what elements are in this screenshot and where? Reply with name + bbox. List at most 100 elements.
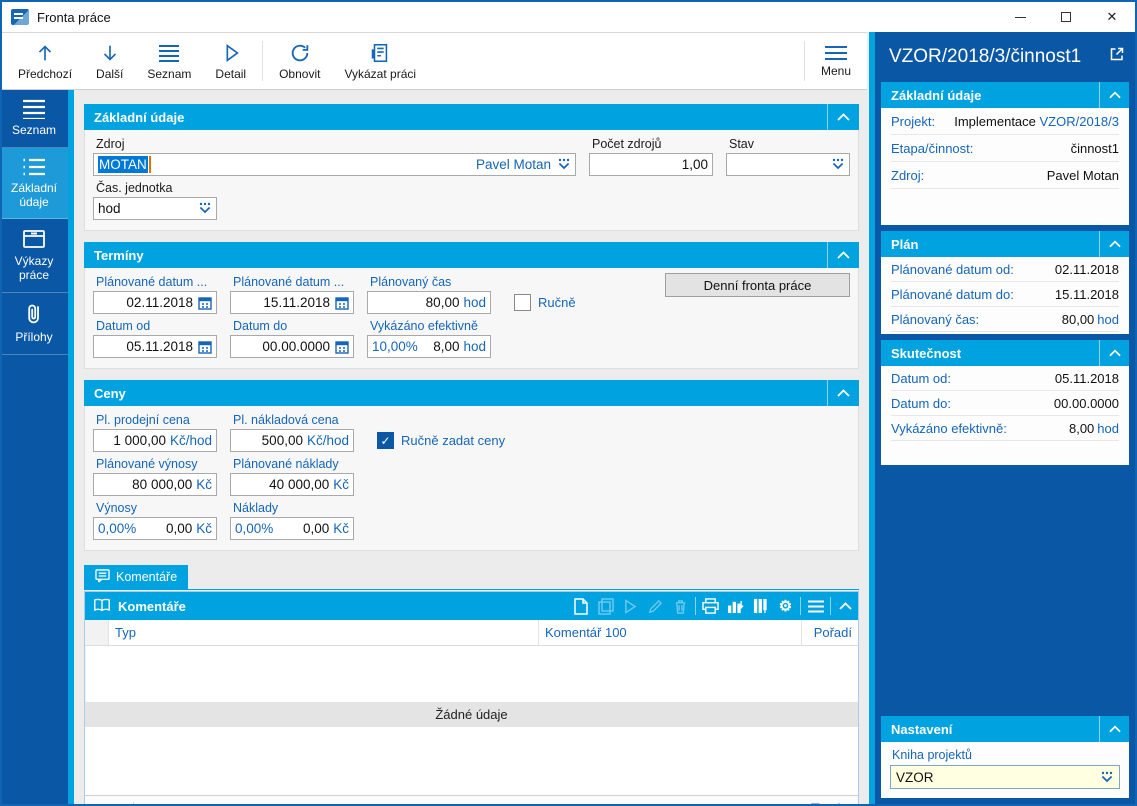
menu-button[interactable]: Menu	[809, 33, 863, 89]
collapse-chevron-icon[interactable]	[827, 242, 859, 268]
section-title: Termíny	[94, 247, 144, 263]
zdroj-label: Zdroj	[96, 137, 125, 151]
open-external-icon[interactable]	[1109, 46, 1125, 68]
plan-datum-do-label: Plánované datum ...	[233, 275, 345, 289]
collapse-chevron-icon[interactable]	[827, 380, 859, 406]
open-record-icon[interactable]	[618, 592, 643, 620]
list-icon	[157, 42, 181, 64]
maximize-button[interactable]	[1043, 2, 1089, 32]
edit-record-icon[interactable]	[643, 592, 668, 620]
column-komentar[interactable]: Komentář 100	[539, 620, 802, 645]
pinned-count: 0	[117, 803, 124, 805]
calendar-icon[interactable]	[198, 296, 212, 310]
collapse-chevron-icon[interactable]	[833, 592, 858, 620]
columns-icon[interactable]	[748, 592, 773, 620]
grid-empty-area	[85, 646, 858, 702]
datum-od-input[interactable]: 05.11.2018	[93, 335, 217, 358]
sum-sigma-icon[interactable]: Σ	[810, 800, 820, 804]
collapse-chevron-icon[interactable]	[827, 104, 859, 130]
next-button[interactable]: Další	[84, 33, 135, 89]
plan-naklady-input[interactable]: 40 000,00 Kč	[230, 473, 354, 496]
copy-record-icon[interactable]	[593, 592, 618, 620]
sidebar-item-label: Přílohy	[15, 329, 53, 344]
naklady-input[interactable]: 0,00% 0,00 Kč	[230, 517, 354, 540]
detail-button[interactable]: Detail	[203, 33, 258, 89]
cas-jednotka-label: Čas. jednotka	[96, 181, 173, 195]
delete-record-icon[interactable]	[668, 592, 693, 620]
comments-grid-title: Komentáře	[118, 598, 186, 614]
detail-list-icon	[21, 157, 47, 177]
calendar-icon[interactable]	[335, 340, 349, 354]
collapse-chevron-icon[interactable]	[1099, 340, 1129, 366]
project-link[interactable]: VZOR/2018/3	[1039, 113, 1120, 129]
edit-pencil-icon[interactable]: ✎	[835, 800, 848, 804]
refresh-icon	[289, 42, 311, 64]
sidebar-item-seznam[interactable]: Seznam	[2, 90, 68, 148]
zdroj-input[interactable]: MOTAN Pavel Motan	[93, 153, 576, 176]
section-header: Základní údaje	[84, 104, 859, 130]
card-header: Nastavení	[881, 716, 1129, 742]
column-poradi[interactable]: Pořadí	[813, 625, 852, 640]
record-count-label: Počet záznamů: 0	[143, 803, 247, 805]
vynosy-input[interactable]: 0,00% 0,00 Kč	[93, 517, 217, 540]
report-work-button[interactable]: Vykázat práci	[332, 33, 428, 89]
datum-do-label: Datum do	[233, 319, 288, 333]
plan-vynosy-input[interactable]: 80 000,00 Kč	[93, 473, 217, 496]
pocet-zdroju-input[interactable]: 1,00	[589, 153, 713, 176]
plan-datum-do-value: 15.11.2018	[263, 295, 330, 310]
sidebar-item-prilohy[interactable]: Přílohy	[2, 293, 68, 355]
denni-fronta-prace-button[interactable]: Denní fronta práce	[665, 273, 850, 297]
row-value: 00.00.0000	[1053, 395, 1119, 411]
vykazano-percent: 10,00%	[372, 339, 418, 354]
dropdown-icon[interactable]	[831, 158, 845, 171]
pl-prodejni-input[interactable]: 1 000,00 Kč/hod	[93, 429, 217, 452]
vykazano-input[interactable]: 10,00% 8,00 hod	[367, 335, 491, 358]
vynosy-value: 0,00	[165, 521, 193, 536]
sidebar-item-label: Základní údaje	[10, 180, 58, 209]
stav-input[interactable]	[726, 153, 850, 176]
settings-gear-icon[interactable]: ⚙	[778, 597, 793, 615]
pl-prodejni-label: Pl. prodejní cena	[96, 413, 190, 427]
new-record-icon[interactable]	[568, 592, 593, 620]
collapse-chevron-icon[interactable]	[1099, 716, 1129, 742]
column-typ[interactable]: Typ	[109, 620, 539, 645]
minimize-button[interactable]	[997, 2, 1043, 32]
close-button[interactable]: ✕	[1106, 9, 1118, 24]
sidebar-item-vykazy-prace[interactable]: Výkazy práce	[2, 219, 68, 293]
plan-datum-do-input[interactable]: 15.11.2018	[230, 291, 354, 314]
print-icon[interactable]	[698, 592, 723, 620]
panel-splitter[interactable]	[867, 32, 875, 804]
calendar-icon[interactable]	[198, 340, 212, 354]
plan-datum-od-input[interactable]: 02.11.2018	[93, 291, 217, 314]
dropdown-icon[interactable]	[198, 202, 212, 215]
collapse-chevron-icon[interactable]	[1099, 231, 1129, 257]
row-label: Datum do:	[891, 395, 951, 411]
kniha-projektu-input[interactable]: VZOR	[890, 765, 1120, 789]
toolbar-separator	[262, 41, 264, 81]
info-row-plan-datum-od: Plánované datum od: 02.11.2018	[891, 257, 1119, 282]
chart-sort-icon[interactable]	[723, 592, 748, 620]
row-value: činnost1	[1070, 140, 1119, 156]
row-value: Pavel Motan	[1046, 167, 1119, 183]
cas-jednotka-input[interactable]: hod	[93, 197, 217, 220]
tab-komentare[interactable]: Komentáře	[84, 565, 189, 589]
plan-cas-input[interactable]: 80,00 hod	[367, 291, 491, 314]
row-label: Projekt:	[891, 113, 936, 129]
rucne-zadat-ceny-checkbox[interactable]: ✓	[377, 432, 394, 449]
rucne-checkbox[interactable]	[514, 294, 531, 311]
dropdown-icon[interactable]	[1100, 771, 1114, 784]
collapse-chevron-icon[interactable]	[1099, 82, 1129, 108]
plan-naklady-label: Plánované náklady	[233, 457, 339, 471]
list-button[interactable]: Seznam	[135, 33, 203, 89]
info-card-skutecnost: Skutečnost Datum od: 05.11.2018 Datum do…	[881, 340, 1129, 465]
grid-menu-icon[interactable]	[803, 592, 828, 620]
sidebar-item-zakladni-udaje[interactable]: Základní údaje	[2, 147, 68, 220]
calendar-icon[interactable]	[335, 296, 349, 310]
pl-prodejni-value: 1 000,00	[113, 433, 166, 448]
comments-grid-panel: Komentáře ⚙	[84, 591, 859, 804]
previous-button[interactable]: Předchozí	[6, 33, 84, 89]
dropdown-icon[interactable]	[557, 158, 571, 171]
pl-nakladova-input[interactable]: 500,00 Kč/hod	[230, 429, 354, 452]
refresh-button[interactable]: Obnovit	[267, 33, 332, 89]
datum-do-input[interactable]: 00.00.0000	[230, 335, 354, 358]
